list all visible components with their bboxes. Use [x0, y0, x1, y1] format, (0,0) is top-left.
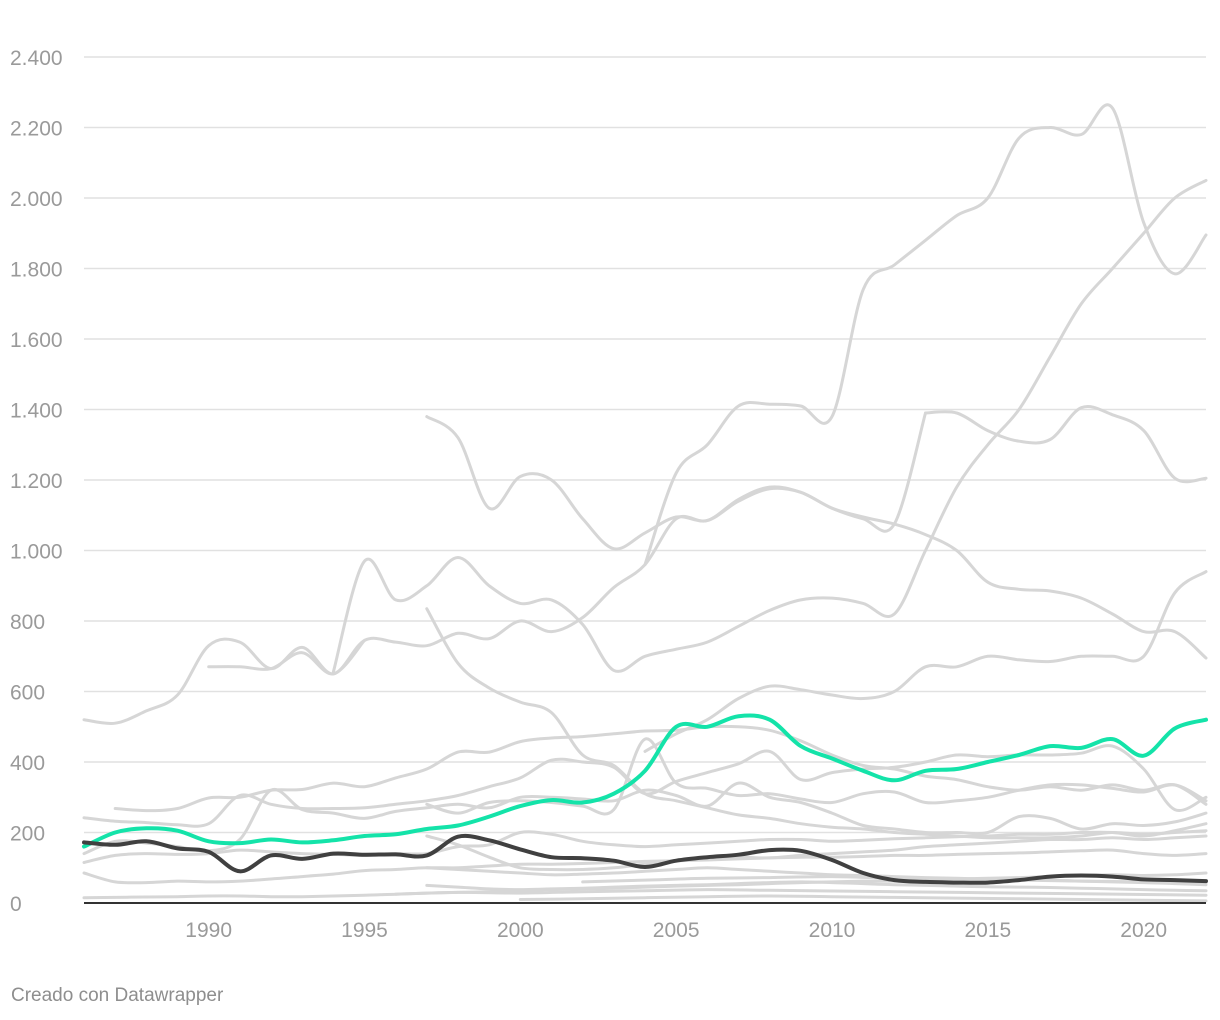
muted-series-line: [425, 607, 1208, 840]
muted-series-line: [207, 638, 366, 676]
credit-text: Creado con Datawrapper: [11, 985, 224, 1006]
muted-series-line: [643, 570, 1208, 753]
muted-series-line: [425, 415, 1208, 660]
muted-series-line: [425, 880, 1208, 893]
gridlines: [84, 56, 1206, 834]
y-tick-label: 400: [10, 752, 45, 775]
muted-series-line: [82, 411, 927, 726]
y-tick-label: 2.400: [10, 47, 63, 70]
y-tick-label: 1.000: [10, 541, 63, 564]
y-tick-label: 1.800: [10, 259, 63, 282]
highlight-series-green-line: [82, 713, 1208, 849]
x-tick-label: 2020: [1120, 919, 1167, 942]
x-tick-label: 2010: [809, 919, 856, 942]
muted-series-line: [82, 848, 1208, 885]
muted-series-line: [924, 405, 1208, 484]
muted-series-line: [331, 178, 1208, 674]
y-axis-tick-labels: 0 200 400 600 800 1.000 1.200 1.400 1.600 1.800 2.…: [10, 47, 63, 916]
x-tick-label: 2015: [964, 919, 1011, 942]
y-tick-label: 600: [10, 682, 45, 705]
x-tick-label: 1995: [341, 919, 388, 942]
y-tick-label: 2.200: [10, 118, 63, 141]
y-tick-label: 0: [10, 893, 22, 916]
muted-series-line: [394, 888, 1208, 897]
y-tick-label: 1.600: [10, 329, 63, 352]
y-tick-label: 200: [10, 823, 45, 846]
x-tick-label: 1990: [185, 919, 232, 942]
muted-series-group: [82, 103, 1208, 903]
highlighted-series-group: [82, 713, 1208, 885]
muted-series-line: [82, 822, 1208, 864]
muted-series-line: [82, 781, 1208, 856]
y-tick-label: 1.400: [10, 400, 63, 423]
muted-series-line: [425, 737, 1208, 816]
y-tick-label: 800: [10, 611, 45, 634]
x-tick-label: 2005: [653, 919, 700, 942]
muted-series-line: [518, 894, 1208, 903]
y-tick-label: 2.000: [10, 188, 63, 211]
y-tick-label: 1.200: [10, 470, 63, 493]
muted-series-line: [643, 103, 1208, 567]
x-tick-label: 2000: [497, 919, 544, 942]
x-axis-tick-labels: 1990 1995 2000 2005 2010 2015 2020: [185, 919, 1167, 942]
highlight-series-dark-line: [82, 833, 1208, 885]
